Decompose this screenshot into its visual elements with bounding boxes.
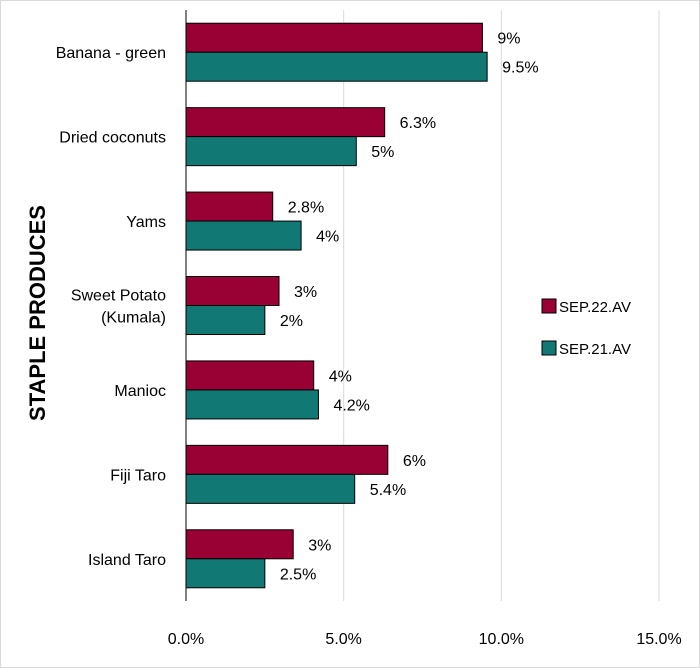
- bar-sep22: [185, 444, 389, 475]
- bar-sep21: [185, 51, 488, 82]
- data-label: 2.8%: [288, 200, 324, 217]
- data-label: 6%: [403, 453, 426, 470]
- bar-sep22: [185, 529, 294, 560]
- category-label: Manioc: [114, 383, 166, 400]
- category-label-line: Island Taro: [88, 552, 166, 569]
- legend-label: SEP.21.AV: [559, 341, 631, 358]
- category-label: Yams: [126, 214, 166, 231]
- bar-sep22: [185, 107, 386, 138]
- data-label: 3%: [308, 537, 331, 554]
- category-label-line: Yams: [126, 214, 166, 231]
- category-label-line: Dried coconuts: [59, 130, 166, 147]
- data-label: 5.4%: [370, 482, 406, 499]
- bar-sep21: [185, 389, 319, 420]
- bar-sep21: [185, 305, 266, 335]
- data-label: 3%: [294, 284, 317, 301]
- category-label: Island Taro: [88, 552, 166, 569]
- bar-sep22: [185, 276, 280, 306]
- category-label: Banana - green: [56, 45, 166, 62]
- data-label: 4%: [316, 229, 339, 246]
- category-label: Fiji Taro: [110, 467, 166, 484]
- bar-sep21: [185, 473, 356, 504]
- x-tick-label: 15.0%: [636, 631, 681, 648]
- category-label-line: Sweet Potato: [71, 288, 166, 305]
- data-label: 9.5%: [502, 60, 538, 77]
- data-label: 2%: [280, 313, 303, 330]
- legend: SEP.22.AV SEP.21.AV: [541, 298, 631, 358]
- category-label: Sweet Potato (Kumala): [71, 288, 166, 327]
- category-label-line: Fiji Taro: [110, 467, 166, 484]
- y-axis-title: STAPLE PRODUCES: [25, 205, 50, 421]
- category-label-line: Banana - green: [56, 45, 166, 62]
- data-label: 5%: [371, 144, 394, 161]
- bar-sep21: [185, 558, 266, 589]
- data-label: 4%: [329, 368, 352, 385]
- x-tick-label: 0.0%: [168, 631, 204, 648]
- data-label: 2.5%: [280, 566, 316, 583]
- bars: [185, 22, 488, 589]
- category-label: Dried coconuts: [59, 130, 166, 147]
- bar-sep22: [185, 191, 274, 222]
- legend-label: SEP.22.AV: [559, 299, 631, 316]
- bar-sep22: [185, 22, 483, 53]
- x-tick-label: 10.0%: [479, 631, 524, 648]
- bar-sep21: [185, 220, 302, 251]
- category-label-line: (Kumala): [101, 310, 166, 327]
- data-label: 6.3%: [400, 115, 436, 132]
- data-label: 4.2%: [333, 397, 369, 414]
- bar-sep21: [185, 136, 357, 167]
- bar-sep22: [185, 360, 315, 391]
- labels: 0.0% 5.0% 10.0% 15.0% 9% 9.5% Banana - green 6.…: [25, 31, 682, 648]
- legend-swatch: [541, 340, 557, 356]
- category-label-line: Manioc: [114, 383, 166, 400]
- data-label: 9%: [497, 31, 520, 48]
- legend-swatch: [541, 298, 557, 314]
- x-tick-label: 5.0%: [325, 631, 361, 648]
